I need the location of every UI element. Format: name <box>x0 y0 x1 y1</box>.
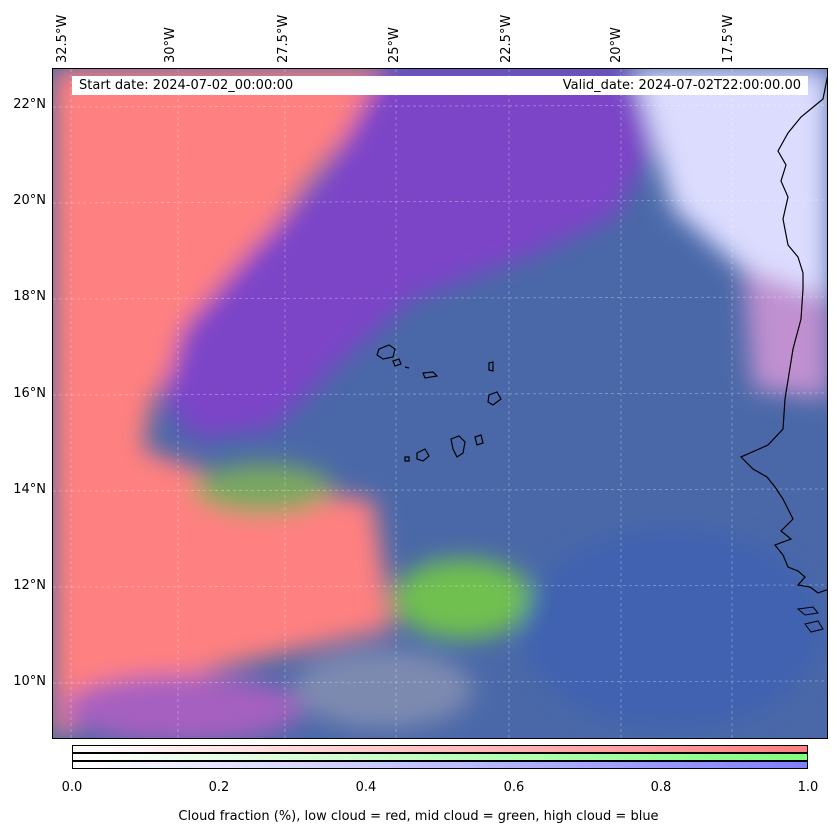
colorbar-tick-label: 0.0 <box>61 780 83 795</box>
graticule <box>53 69 827 738</box>
purple-southwest <box>63 674 303 738</box>
colorbar-mid-cloud <box>72 753 808 761</box>
colorbar-tick-label: 0.8 <box>650 780 672 795</box>
lat-tick-label: 20°N <box>13 193 46 208</box>
mid-cloud-patch-west <box>193 464 333 514</box>
lon-tick-label: 27.5°W <box>276 14 291 63</box>
lat-tick-label: 16°N <box>13 386 46 401</box>
mixed-cloud-south <box>293 649 473 729</box>
colorbar-low-cloud <box>72 745 808 753</box>
clear-northeast <box>633 69 827 318</box>
colorbar-tick-label: 1.0 <box>797 780 819 795</box>
colorbar-high-cloud <box>72 761 808 769</box>
high-cloud-southeast <box>523 529 823 729</box>
start-date-label: Start date: 2024-07-02_00:00:00 <box>72 76 479 95</box>
lat-tick-label: 22°N <box>13 97 46 112</box>
colorbar-tick-label: 0.6 <box>503 780 525 795</box>
lon-tick-label: 17.5°W <box>721 14 736 63</box>
cape-verde-islands <box>376 344 502 462</box>
lat-tick-label: 12°N <box>13 578 46 593</box>
lat-tick-label: 14°N <box>13 482 46 497</box>
mid-cloud-patch-south <box>393 559 533 639</box>
colorbar <box>72 745 808 769</box>
bijagos-islands-2 <box>804 620 824 633</box>
colorbar-tick-label: 0.2 <box>208 780 230 795</box>
lat-tick-label: 18°N <box>13 289 46 304</box>
lon-tick-label: 22.5°W <box>499 14 514 63</box>
cloud-map <box>53 69 827 738</box>
colorbar-label: Cloud fraction (%), low cloud = red, mid… <box>178 809 659 824</box>
lat-tick-label: 10°N <box>13 674 46 689</box>
pink-east-strip <box>743 269 827 399</box>
map-panel <box>52 68 828 739</box>
valid-date-label: Valid_date: 2024-07-02T22:00:00.00 <box>472 76 808 95</box>
africa-coastline <box>739 75 827 594</box>
lon-tick-label: 25°W <box>387 27 402 63</box>
lon-tick-label: 20°W <box>609 27 624 63</box>
low-cloud-west <box>53 69 393 738</box>
lon-tick-label: 32.5°W <box>55 14 70 63</box>
high-cloud-belt <box>163 69 653 439</box>
bijagos-islands <box>796 606 819 616</box>
lon-tick-label: 30°W <box>163 27 178 63</box>
colorbar-tick-label: 0.4 <box>355 780 377 795</box>
